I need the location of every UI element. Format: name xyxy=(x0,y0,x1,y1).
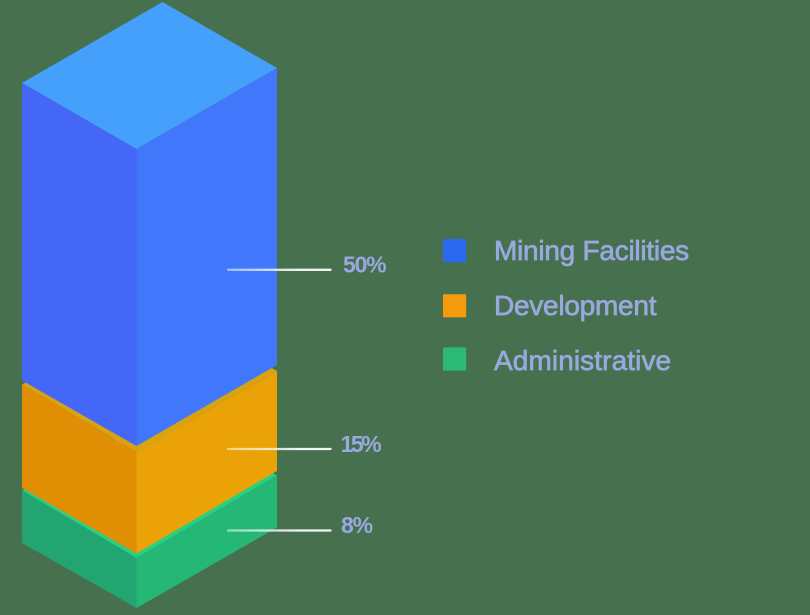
svg-text:Administrative: Administrative xyxy=(494,345,671,376)
svg-text:50%: 50% xyxy=(343,252,386,278)
svg-text:Mining Facilities: Mining Facilities xyxy=(494,235,689,266)
svg-text:15%: 15% xyxy=(341,431,382,457)
svg-text:Development: Development xyxy=(494,290,657,321)
svg-text:8%: 8% xyxy=(341,512,373,538)
